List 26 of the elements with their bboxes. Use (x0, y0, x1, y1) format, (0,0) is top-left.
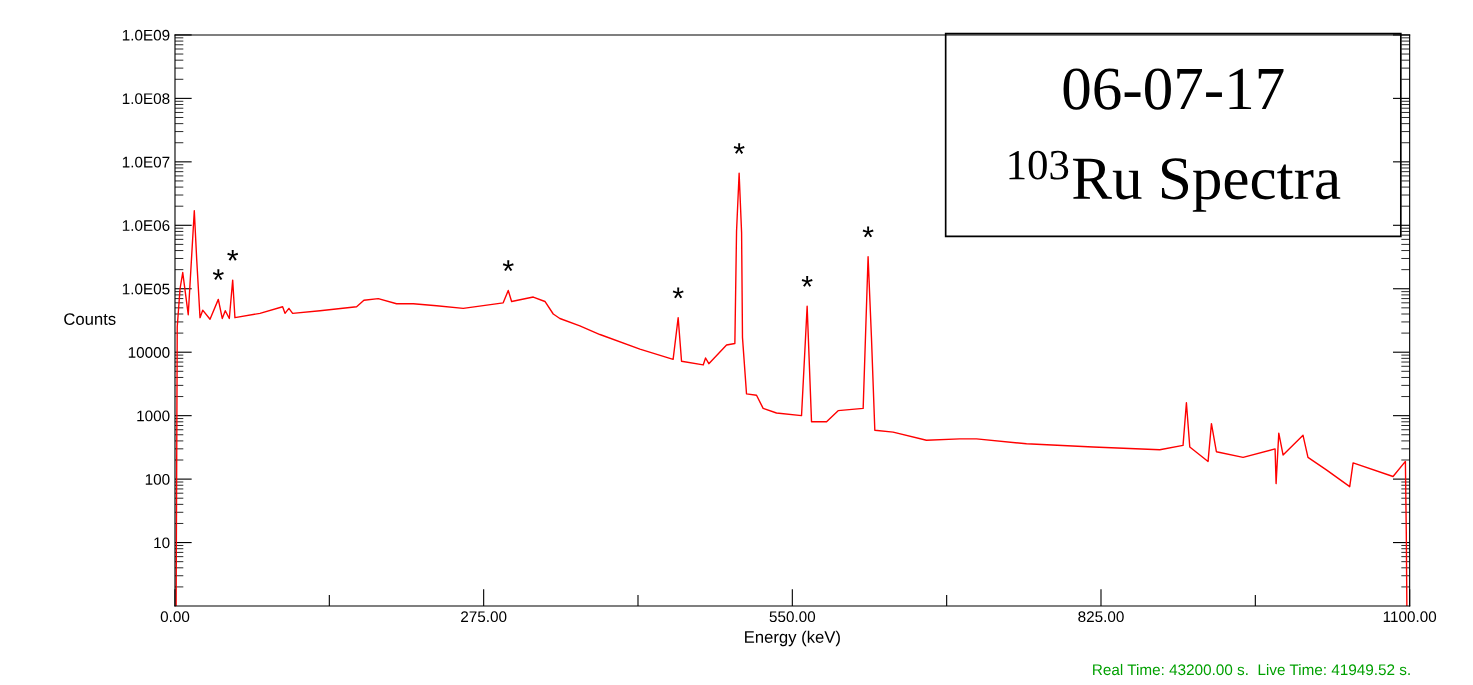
x-tick-label: 0.00 (160, 611, 190, 623)
y-axis-title: Counts (64, 313, 116, 325)
text: $^{103}$Ru Spectra (1009, 150, 1341, 212)
x-tick-label: 1100.00 (1383, 611, 1437, 623)
y-tick-label: 10 (154, 537, 170, 549)
annotation: * (502, 260, 514, 272)
text: Real Time: 43200.00 s. Live Time: 41949.52 s. (1093, 663, 1410, 676)
y-tick-label: 1.0E06 (122, 220, 170, 231)
y-tick-label: 1.0E09 (122, 29, 170, 41)
y-tick-label: 1000 (137, 410, 170, 422)
y-tick-label: 1.0E07 (122, 156, 170, 168)
annotation: * (733, 143, 745, 154)
y-tick-label: 100 (145, 473, 170, 485)
x-tick-label: 275.00 (461, 611, 507, 623)
annotation: * (212, 269, 224, 280)
annotation: * (672, 287, 684, 299)
x-tick-label: 825.00 (1078, 611, 1124, 623)
annotation: * (862, 226, 874, 238)
y-tick-label: 10000 (128, 347, 170, 358)
x-tick-label: 550.00 (769, 611, 816, 623)
chart-title: 06-07-17 (1063, 68, 1284, 110)
x-axis-title: Energy (keV) (745, 630, 840, 647)
y-tick-label: 1.0E08 (122, 93, 170, 105)
y-tick-label: 1.0E05 (122, 283, 170, 295)
annotation: * (801, 276, 813, 287)
annotation: * (227, 249, 239, 261)
